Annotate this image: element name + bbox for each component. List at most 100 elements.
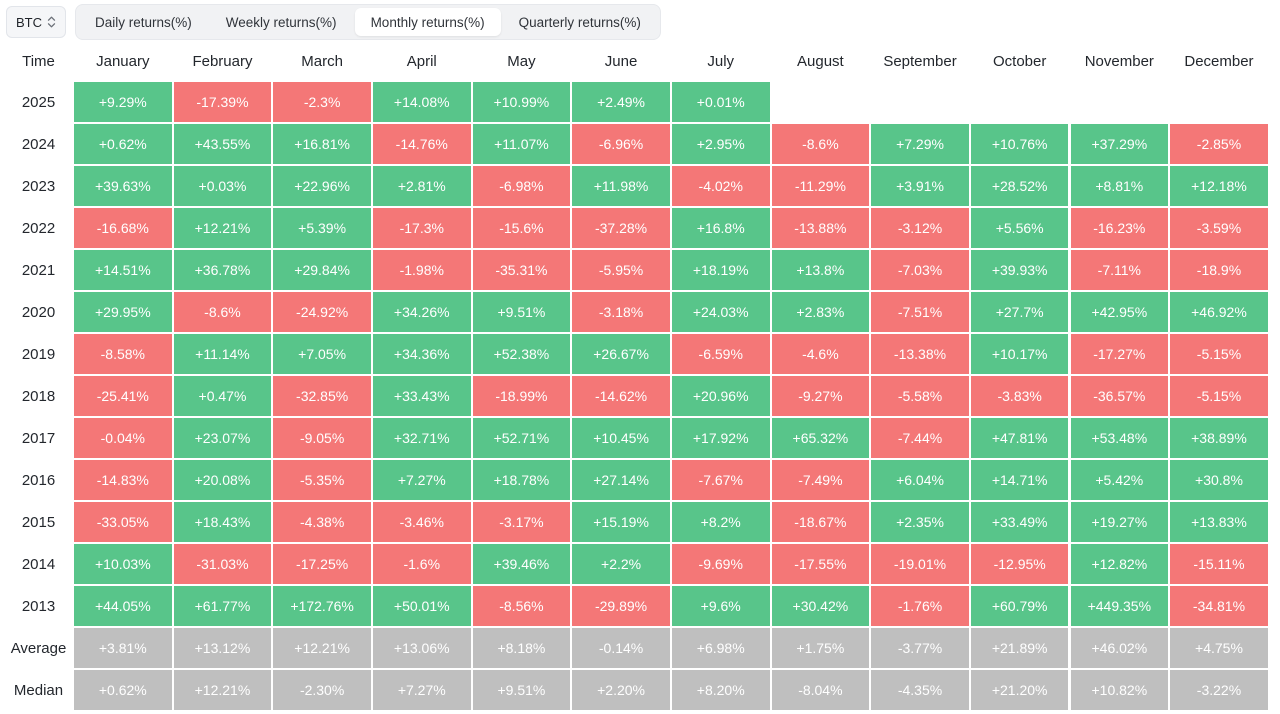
return-cell-2020-june: -3.18% (572, 292, 670, 332)
return-cell-2025-january: +9.29% (74, 82, 172, 122)
return-cell-2020-march: -24.92% (273, 292, 371, 332)
column-header-january: January (96, 52, 150, 70)
return-cell-2013-february: +61.77% (173, 586, 272, 626)
column-header-april: April (406, 52, 437, 70)
return-cell-2025-april: +14.08% (372, 82, 471, 122)
row-label-2019: 2019 (21, 345, 56, 363)
return-cell-2023-october: +28.52% (970, 166, 1069, 206)
row-label-2021: 2021 (21, 261, 56, 279)
return-cell-2021-august: +13.8% (771, 250, 870, 290)
return-cell-2013-september: -1.76% (871, 586, 969, 626)
row-label-2014: 2014 (21, 555, 56, 573)
return-cell-2015-april: -3.46% (372, 502, 471, 542)
return-cell-2023-january: +39.63% (74, 166, 172, 206)
return-cell-2016-february: +20.08% (173, 460, 272, 500)
return-cell-2014-september: -19.01% (871, 544, 969, 584)
summary-cell-average-may: +8.18% (472, 628, 571, 668)
tab-quarterly-returns[interactable]: Quarterly returns(%) (518, 14, 641, 30)
return-cell-2015-november: +19.27% (1070, 502, 1169, 542)
return-cell-2016-may: +18.78% (472, 460, 571, 500)
return-cell-2019-july: -6.59% (671, 334, 770, 374)
return-cell-2016-august: -7.49% (771, 460, 870, 500)
return-cell-2024-july: +2.95% (671, 124, 770, 164)
row-label-2024: 2024 (21, 135, 56, 153)
return-cell-2015-february: +18.43% (173, 502, 272, 542)
return-cell-2017-october: +47.81% (970, 418, 1069, 458)
return-cell-2023-april: +2.81% (372, 166, 471, 206)
column-header-august: August (797, 52, 844, 70)
return-cell-2018-november: -36.57% (1070, 376, 1169, 416)
return-cell-2024-november: +37.29% (1070, 124, 1169, 164)
return-cell-2021-december: -18.9% (1170, 250, 1268, 290)
summary-cell-average-july: +6.98% (671, 628, 770, 668)
return-cell-2023-december: +12.18% (1170, 166, 1268, 206)
summary-cell-average-august: +1.75% (771, 628, 870, 668)
return-cell-2014-april: -1.6% (372, 544, 471, 584)
return-cell-2021-may: -35.31% (472, 250, 571, 290)
return-cell-2014-january: +10.03% (74, 544, 172, 584)
return-cell-2017-june: +10.45% (572, 418, 670, 458)
return-cell-2021-april: -1.98% (372, 250, 471, 290)
column-header-february: February (192, 52, 253, 70)
return-cell-2017-march: -9.05% (273, 418, 371, 458)
return-cell-2022-march: +5.39% (273, 208, 371, 248)
return-cell-2022-january: -16.68% (74, 208, 172, 248)
return-cell-2024-march: +16.81% (273, 124, 371, 164)
return-cell-2013-november: +449.35% (1070, 586, 1169, 626)
return-cell-2016-december: +30.8% (1170, 460, 1268, 500)
summary-cell-median-july: +8.20% (671, 670, 770, 710)
return-cell-2023-may: -6.98% (472, 166, 571, 206)
return-cell-2019-april: +34.36% (372, 334, 471, 374)
return-cell-2014-october: -12.95% (970, 544, 1069, 584)
row-label-2022: 2022 (21, 219, 56, 237)
asset-select[interactable]: BTC (6, 6, 66, 38)
return-cell-2022-december: -3.59% (1170, 208, 1268, 248)
return-cell-2015-august: -18.67% (771, 502, 870, 542)
return-cell-2019-january: -8.58% (74, 334, 172, 374)
return-cell-2024-december: -2.85% (1170, 124, 1268, 164)
return-cell-2018-july: +20.96% (671, 376, 770, 416)
column-header-june: June (604, 52, 638, 70)
return-cell-2022-may: -15.6% (472, 208, 571, 248)
summary-cell-average-september: -3.77% (871, 628, 969, 668)
summary-cell-average-october: +21.89% (970, 628, 1069, 668)
return-cell-2020-february: -8.6% (173, 292, 272, 332)
return-cell-2016-september: +6.04% (871, 460, 969, 500)
return-cell-2014-july: -9.69% (671, 544, 770, 584)
return-cell-2019-may: +52.38% (472, 334, 571, 374)
tab-daily-returns[interactable]: Daily returns(%) (95, 14, 192, 30)
asset-select-label: BTC (16, 14, 42, 30)
return-cell-2014-may: +39.46% (472, 544, 571, 584)
return-cell-2016-january: -14.83% (74, 460, 172, 500)
return-cell-2020-july: +24.03% (671, 292, 770, 332)
return-cell-2017-february: +23.07% (173, 418, 272, 458)
tab-monthly-returns[interactable]: Monthly returns(%) (354, 8, 501, 36)
return-cell-2018-january: -25.41% (74, 376, 172, 416)
return-cell-2013-april: +50.01% (372, 586, 471, 626)
summary-cell-average-april: +13.06% (372, 628, 471, 668)
row-label-2020: 2020 (21, 303, 56, 321)
summary-cell-median-november: +10.82% (1070, 670, 1169, 710)
return-cell-2022-july: +16.8% (671, 208, 770, 248)
return-cell-2025-june: +2.49% (572, 82, 670, 122)
return-cell-2023-august: -11.29% (771, 166, 870, 206)
return-cell-2015-may: -3.17% (472, 502, 571, 542)
return-cell-2020-january: +29.95% (74, 292, 172, 332)
return-cell-2019-december: -5.15% (1170, 334, 1268, 374)
return-cell-2015-july: +8.2% (671, 502, 770, 542)
tab-weekly-returns[interactable]: Weekly returns(%) (225, 14, 337, 30)
return-cell-2014-august: -17.55% (771, 544, 870, 584)
returns-period-tabs: Daily returns(%) Weekly returns(%) Month… (75, 4, 661, 40)
summary-cell-median-april: +7.27% (372, 670, 471, 710)
return-cell-2021-june: -5.95% (572, 250, 670, 290)
return-cell-2018-april: +33.43% (372, 376, 471, 416)
return-cell-2018-may: -18.99% (472, 376, 571, 416)
return-cell-2024-may: +11.07% (472, 124, 571, 164)
return-cell-2023-march: +22.96% (273, 166, 371, 206)
return-cell-2017-may: +52.71% (472, 418, 571, 458)
return-cell-2013-october: +60.79% (970, 586, 1069, 626)
return-cell-2018-august: -9.27% (771, 376, 870, 416)
row-label-median: Median (13, 681, 64, 699)
return-cell-2021-november: -7.11% (1070, 250, 1169, 290)
summary-cell-average-january: +3.81% (74, 628, 172, 668)
